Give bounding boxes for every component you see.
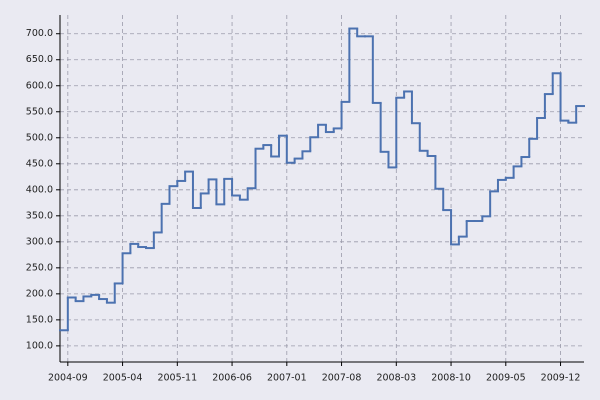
- y-tick-label: 300.0: [26, 236, 53, 247]
- y-tick-label: 100.0: [26, 340, 53, 351]
- y-tick-label: 550.0: [26, 106, 53, 117]
- x-tick-label: 2007-01: [267, 373, 307, 384]
- y-tick-label: 500.0: [26, 132, 53, 143]
- y-tick-label: 700.0: [26, 28, 53, 39]
- y-tick-label: 200.0: [26, 288, 53, 299]
- x-tick-label: 2005-04: [103, 373, 143, 384]
- y-tick-label: 400.0: [26, 184, 53, 195]
- y-tick-label: 150.0: [26, 314, 53, 325]
- x-tick-label: 2005-11: [157, 373, 197, 384]
- y-tick-label: 250.0: [26, 262, 53, 273]
- y-tick-label: 650.0: [26, 54, 53, 65]
- y-tick-label: 600.0: [26, 80, 53, 91]
- x-tick-label: 2004-09: [48, 373, 88, 384]
- y-tick-label: 350.0: [26, 210, 53, 221]
- x-tick-label: 2008-03: [376, 373, 416, 384]
- y-tick-label: 450.0: [26, 158, 53, 169]
- x-tick-label: 2009-05: [486, 373, 526, 384]
- x-tick-label: 2007-08: [322, 373, 362, 384]
- x-tick-label: 2006-06: [212, 373, 252, 384]
- x-tick-label: 2009-12: [541, 373, 581, 384]
- x-tick-label: 2008-10: [431, 373, 471, 384]
